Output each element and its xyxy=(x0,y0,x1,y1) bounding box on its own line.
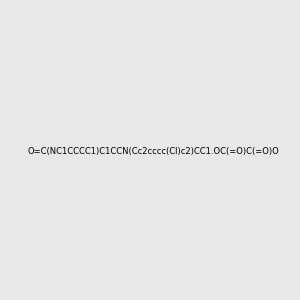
Text: O=C(NC1CCCC1)C1CCN(Cc2cccc(Cl)c2)CC1.OC(=O)C(=O)O: O=C(NC1CCCC1)C1CCN(Cc2cccc(Cl)c2)CC1.OC(… xyxy=(28,147,280,156)
